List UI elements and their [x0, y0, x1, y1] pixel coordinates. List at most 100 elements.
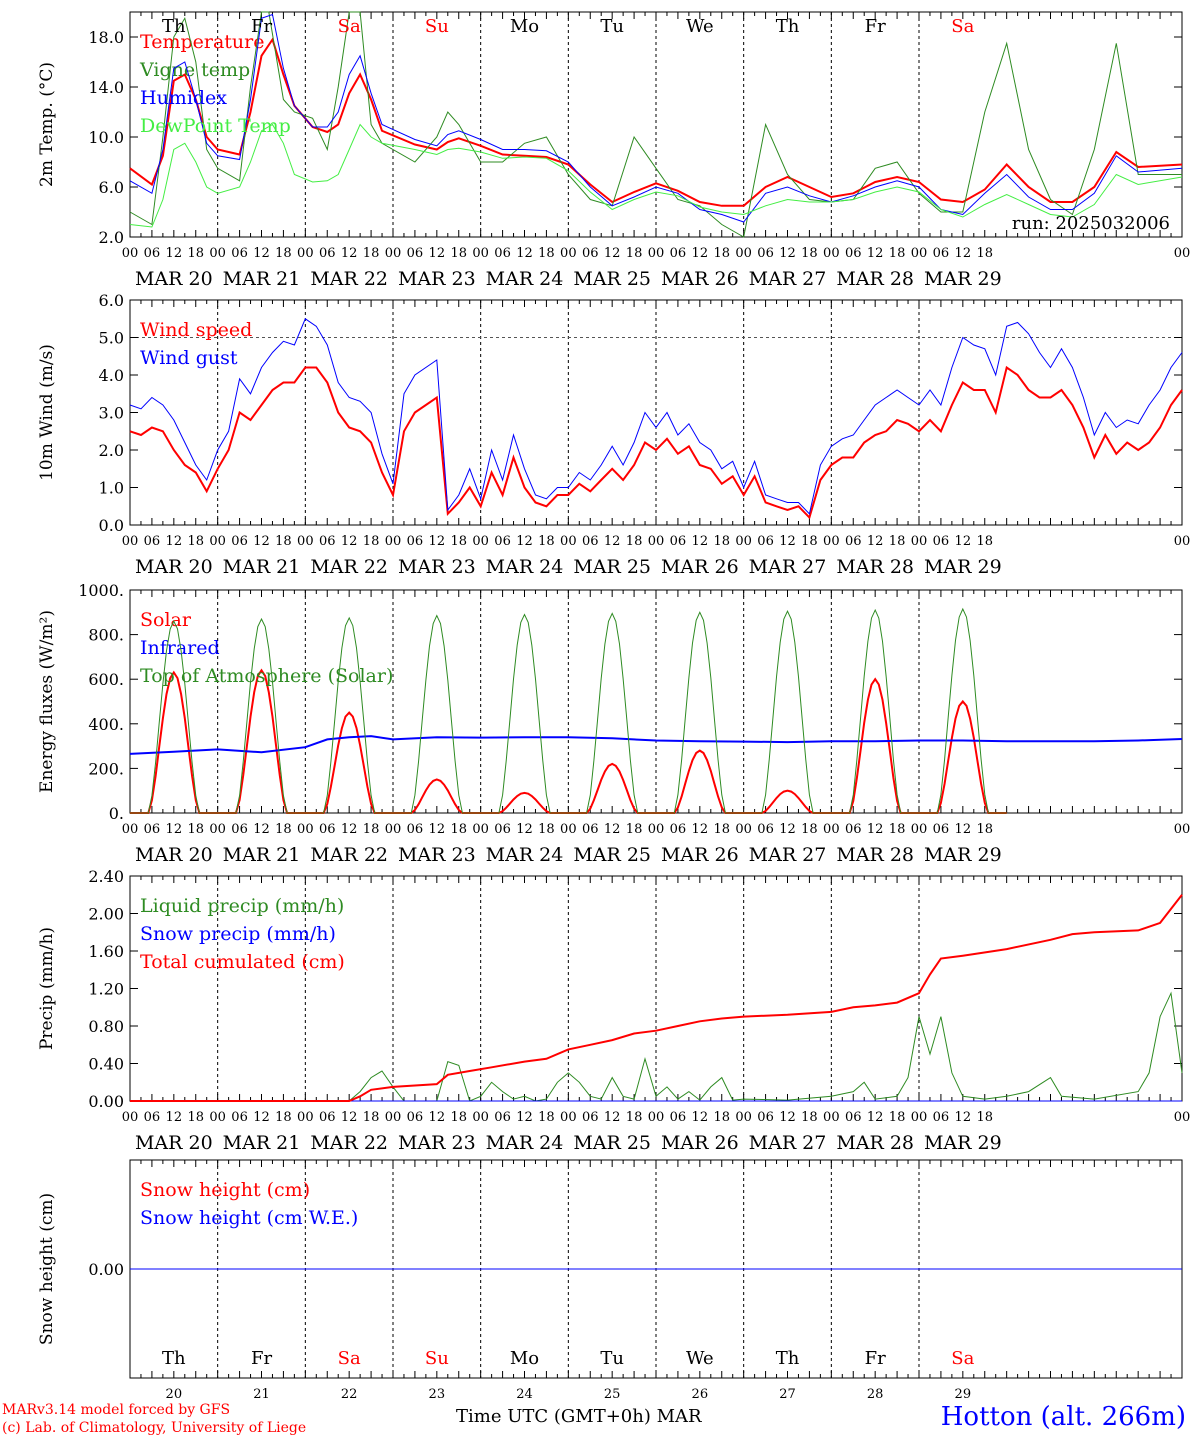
- hour-tick-label: 00: [560, 534, 577, 549]
- y-tick-label: 1000.: [78, 581, 124, 600]
- date-label: MAR 21: [223, 844, 301, 866]
- hour-tick-label: 00: [122, 246, 139, 261]
- hour-tick-label: 12: [692, 822, 709, 837]
- legend-entry: Top of Atmosphere (Solar): [140, 665, 393, 687]
- hour-tick-label: 06: [582, 822, 599, 837]
- panel-1: 2.0 6.0 10.0 14.0 18.0 2m Temp. (°C) Temperatu…: [37, 11, 1190, 290]
- hour-tick-label: 00: [472, 246, 489, 261]
- hour-tick-label: 06: [144, 822, 161, 837]
- hour-tick-label: 00: [911, 534, 928, 549]
- hour-tick-label: 06: [757, 534, 774, 549]
- hour-tick-label: 00: [648, 822, 665, 837]
- hour-tick-label: 00: [209, 534, 226, 549]
- hour-tick-label: 00: [297, 1110, 314, 1125]
- hour-tick-label: 12: [253, 1110, 270, 1125]
- date-label: MAR 22: [310, 1132, 388, 1154]
- hour-tick-label: 06: [933, 246, 950, 261]
- legend-entry: Vigne temp: [139, 59, 250, 81]
- hour-tick-label: 00: [823, 1110, 840, 1125]
- y-tick-label: 0.00: [88, 1260, 124, 1279]
- day-number: 28: [867, 1387, 884, 1402]
- legend-entry: Snow height (cm): [140, 1179, 310, 1201]
- series-line: [130, 894, 1183, 1102]
- date-label: MAR 24: [486, 844, 564, 866]
- hour-tick-label: 00: [472, 1110, 489, 1125]
- panel-2: 0.0 1.0 2.0 3.0 4.0 5.0 6.0 10m Wind (m/s) Wind …: [37, 291, 1190, 578]
- hour-tick-label: 06: [933, 534, 950, 549]
- hour-tick-label: 06: [144, 534, 161, 549]
- hour-tick-label: 00: [1174, 534, 1191, 549]
- y-axis-label: Energy fluxes (W/m²): [37, 610, 57, 793]
- date-label: MAR 21: [223, 1132, 301, 1154]
- hour-tick-label: 06: [231, 1110, 248, 1125]
- date-label: MAR 26: [661, 556, 739, 578]
- hour-tick-label: 00: [735, 1110, 752, 1125]
- hour-tick-label: 18: [363, 534, 380, 549]
- hour-tick-label: 12: [341, 822, 358, 837]
- day-number: 21: [253, 1387, 270, 1402]
- plot-frame: [129, 299, 1183, 526]
- hour-tick-label: 06: [319, 246, 336, 261]
- hour-tick-label: 00: [735, 246, 752, 261]
- hour-tick-label: 18: [538, 822, 555, 837]
- hour-tick-label: 12: [867, 822, 884, 837]
- hour-tick-label: 12: [692, 1110, 709, 1125]
- hour-tick-label: 12: [253, 534, 270, 549]
- day-name: Sa: [951, 1348, 974, 1369]
- hour-tick-label: 06: [494, 246, 511, 261]
- legend-entry: Liquid precip (mm/h): [140, 895, 344, 917]
- y-tick-label: 1.60: [88, 942, 124, 961]
- hour-tick-label: 06: [231, 822, 248, 837]
- legend-entry: Solar: [140, 609, 192, 631]
- day-name: Su: [425, 1348, 449, 1369]
- day-name: Sa: [338, 1348, 361, 1369]
- day-number: 27: [779, 1387, 796, 1402]
- series-line: [129, 735, 1183, 755]
- hour-tick-label: 18: [889, 1110, 906, 1125]
- hour-tick-label: 18: [713, 534, 730, 549]
- date-label: MAR 23: [398, 1132, 476, 1154]
- y-tick-label: 0.00: [88, 1092, 124, 1111]
- hour-tick-label: 06: [757, 822, 774, 837]
- date-label: MAR 23: [398, 844, 476, 866]
- y-axis-label: 2m Temp. (°C): [37, 62, 57, 187]
- day-number: 23: [429, 1387, 446, 1402]
- y-tick-label: 18.0: [88, 28, 124, 47]
- plot-frame: [129, 589, 1183, 814]
- hour-tick-label: 06: [407, 534, 424, 549]
- y-axis-label: Snow height (cm): [37, 1193, 57, 1345]
- date-label: MAR 26: [661, 844, 739, 866]
- date-label: MAR 29: [924, 844, 1002, 866]
- hour-tick-label: 06: [933, 822, 950, 837]
- date-label: MAR 20: [135, 268, 213, 290]
- date-label: MAR 28: [836, 844, 914, 866]
- day-number: 26: [692, 1387, 709, 1402]
- day-name: We: [686, 16, 714, 37]
- hour-tick-label: 00: [297, 822, 314, 837]
- legend-entry: Snow height (cm W.E.): [140, 1207, 358, 1229]
- hour-tick-label: 18: [450, 1110, 467, 1125]
- hour-tick-label: 18: [275, 1110, 292, 1125]
- hour-tick-label: 18: [713, 822, 730, 837]
- date-label: MAR 28: [836, 1132, 914, 1154]
- hour-tick-label: 00: [209, 1110, 226, 1125]
- y-tick-label: 14.0: [88, 78, 124, 97]
- series-line: [129, 13, 1183, 223]
- day-name: Fr: [865, 16, 886, 37]
- hour-tick-label: 06: [144, 1110, 161, 1125]
- hour-tick-label: 12: [779, 246, 796, 261]
- legend-entry: Infrared: [140, 637, 220, 659]
- date-label: MAR 29: [924, 1132, 1002, 1154]
- hour-tick-label: 00: [735, 534, 752, 549]
- y-tick-label: 2.0: [99, 228, 124, 247]
- hour-tick-label: 18: [626, 534, 643, 549]
- y-tick-label: 800.: [88, 626, 124, 645]
- date-label: MAR 20: [135, 844, 213, 866]
- y-tick-label: 0.40: [88, 1055, 124, 1074]
- hour-tick-label: 06: [933, 1110, 950, 1125]
- legend-entry: Temperature: [140, 31, 264, 53]
- day-number: 29: [955, 1387, 972, 1402]
- date-label: MAR 25: [573, 844, 651, 866]
- hour-tick-label: 00: [648, 1110, 665, 1125]
- hour-tick-label: 18: [363, 246, 380, 261]
